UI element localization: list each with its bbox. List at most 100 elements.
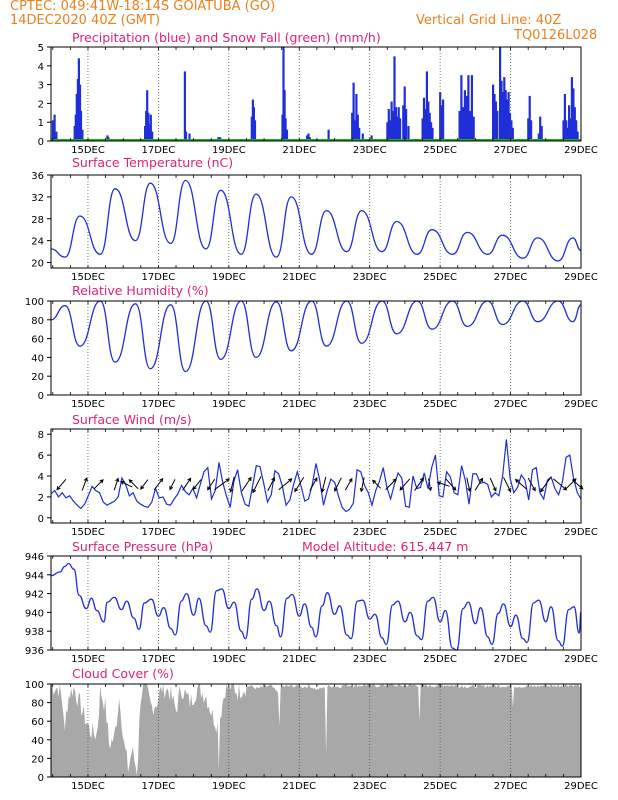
wind-y-tick-label: 0 — [38, 514, 44, 525]
precip-bar — [396, 116, 399, 141]
pressure-subtitle: Model Altitude: 615.447 m — [302, 539, 468, 554]
humidity-x-tick-label: 21DEC — [282, 399, 316, 410]
temperature-x-tick-label: 21DEC — [282, 272, 316, 283]
precip-y-tick-label: 1 — [38, 118, 44, 129]
wind-vector-arrow — [230, 476, 235, 492]
humidity-x-tick-label: 23DEC — [353, 399, 387, 410]
precip-bar — [568, 105, 571, 141]
wind-vector-arrow — [182, 478, 192, 491]
precip-bar — [285, 129, 289, 141]
wind-vector-arrowhead — [247, 476, 252, 482]
wind-vector-arrowhead — [539, 488, 545, 493]
precip-bar — [503, 77, 506, 141]
wind-vector-arrow — [564, 478, 577, 491]
humidity-frame — [50, 300, 582, 396]
precip-panel: 0 1 2 3 4 5 15DEC 17DEC 19DEC 21DEC 23DEC 25DEC 27DE… — [38, 30, 598, 156]
temperature-frame — [50, 174, 582, 269]
wind-vector-arrow — [399, 478, 411, 491]
wind-vector-arrowhead — [83, 477, 88, 482]
precip-bar — [460, 75, 463, 141]
wind-vector-arrow — [128, 479, 139, 490]
precip-bar — [352, 82, 355, 141]
precip-bar — [570, 77, 573, 141]
precip-bar — [393, 56, 396, 141]
wind-vector-arrow — [489, 477, 497, 492]
precip-bar — [572, 88, 575, 141]
wind-y-tick-label: 4 — [38, 472, 44, 483]
wind-vector-arrow — [93, 479, 104, 490]
wind-vector-arrowhead — [479, 477, 484, 483]
wind-vector-arrowhead — [348, 477, 353, 483]
wind-vector-arrow — [241, 477, 252, 492]
precip-bar — [511, 127, 514, 141]
wind-vector-arrowhead — [169, 485, 174, 491]
cloud-x-tick-label: 17DEC — [142, 781, 176, 792]
precip-bar — [496, 110, 499, 141]
humidity-x-tick-label: 27DEC — [494, 399, 528, 410]
wind-x-tick-label: 19DEC — [212, 527, 246, 538]
wind-vector-arrowhead — [192, 485, 197, 491]
precip-x-tick-label: 27DEC — [494, 145, 528, 156]
precip-bar — [492, 84, 495, 141]
wind-vector-arrow — [474, 478, 483, 491]
header-grid-note: Vertical Grid Line: 40Z — [416, 13, 562, 28]
wind-vector-arrowhead — [334, 487, 338, 492]
cloud-x-tick-label: 19DEC — [212, 781, 246, 792]
wind-vector-arrowhead — [120, 480, 125, 485]
precip-bar — [283, 90, 286, 141]
humidity-y-tick-label: 80 — [31, 316, 44, 327]
humidity-line — [50, 300, 582, 373]
temperature-y-tick-label: 24 — [31, 237, 44, 248]
precip-bar — [501, 92, 504, 141]
wind-vector-arrow — [267, 477, 275, 492]
wind-vector-arrowhead — [288, 478, 293, 483]
precip-bar — [55, 131, 58, 141]
precip-x-tick-label: 15DEC — [71, 145, 105, 156]
precip-x-tick-label: 29DEC — [564, 145, 598, 156]
precip-title: Precipitation (blue) and Snow Fall (gree… — [72, 30, 381, 45]
precip-bar — [391, 110, 395, 141]
wind-vector-arrow — [192, 479, 202, 490]
pressure-frame — [50, 555, 582, 651]
precip-bar — [537, 133, 540, 141]
temperature-x-tick-label: 29DEC — [564, 272, 598, 283]
precip-bar — [390, 101, 393, 141]
wind-x-tick-label: 29DEC — [564, 527, 598, 538]
humidity-y-tick-label: 20 — [31, 372, 44, 383]
wind-vector-arrowhead — [572, 478, 577, 483]
cloud-x-tick-label: 25DEC — [423, 781, 457, 792]
precip-bar — [539, 116, 542, 141]
precip-bar — [353, 120, 357, 141]
header-date: 14DEC2020 40Z (GMT) — [10, 13, 161, 28]
wind-vector-arrow — [309, 477, 318, 491]
header-station: CPTEC: 049:41W-18:14S GOIATUBA (GO) — [10, 0, 276, 14]
cloud-x-tick-label: 27DEC — [494, 781, 528, 792]
precip-bar — [421, 118, 424, 141]
precip-bar — [351, 112, 354, 141]
humidity-plot-area — [51, 301, 581, 395]
precip-bar — [500, 80, 503, 141]
precip-x-tick-label: 17DEC — [142, 145, 176, 156]
precip-bar — [184, 131, 188, 141]
wind-vector-arrowhead — [115, 477, 120, 483]
wind-vector-arrowhead — [187, 477, 192, 482]
humidity-title: Relative Humidity (%) — [72, 283, 209, 298]
precip-bar — [425, 71, 428, 141]
cloud-x-tick-label: 21DEC — [282, 781, 316, 792]
pressure-x-tick-label: 19DEC — [212, 654, 246, 665]
precip-x-tick-label: 21DEC — [282, 145, 316, 156]
wind-vector-arrow — [414, 477, 424, 491]
temperature-title: Surface Temperature (nC) — [72, 155, 233, 170]
wind-vector-arrow — [169, 479, 176, 490]
temperature-x-tick-label: 27DEC — [494, 272, 528, 283]
cloud-y-tick-label: 40 — [31, 736, 44, 747]
precip-bar — [149, 114, 152, 141]
precip-bar — [355, 94, 358, 141]
wind-vector-arrow — [334, 477, 342, 492]
cloud-panel: 0 20 40 60 80 100 15DEC 17DEC 19DEC 21DEC 23DEC 25D… — [25, 666, 598, 792]
precip-bar — [530, 120, 533, 141]
wind-vector-arrow — [207, 478, 216, 490]
precip-bar — [469, 110, 472, 141]
wind-plot-area — [51, 429, 581, 523]
